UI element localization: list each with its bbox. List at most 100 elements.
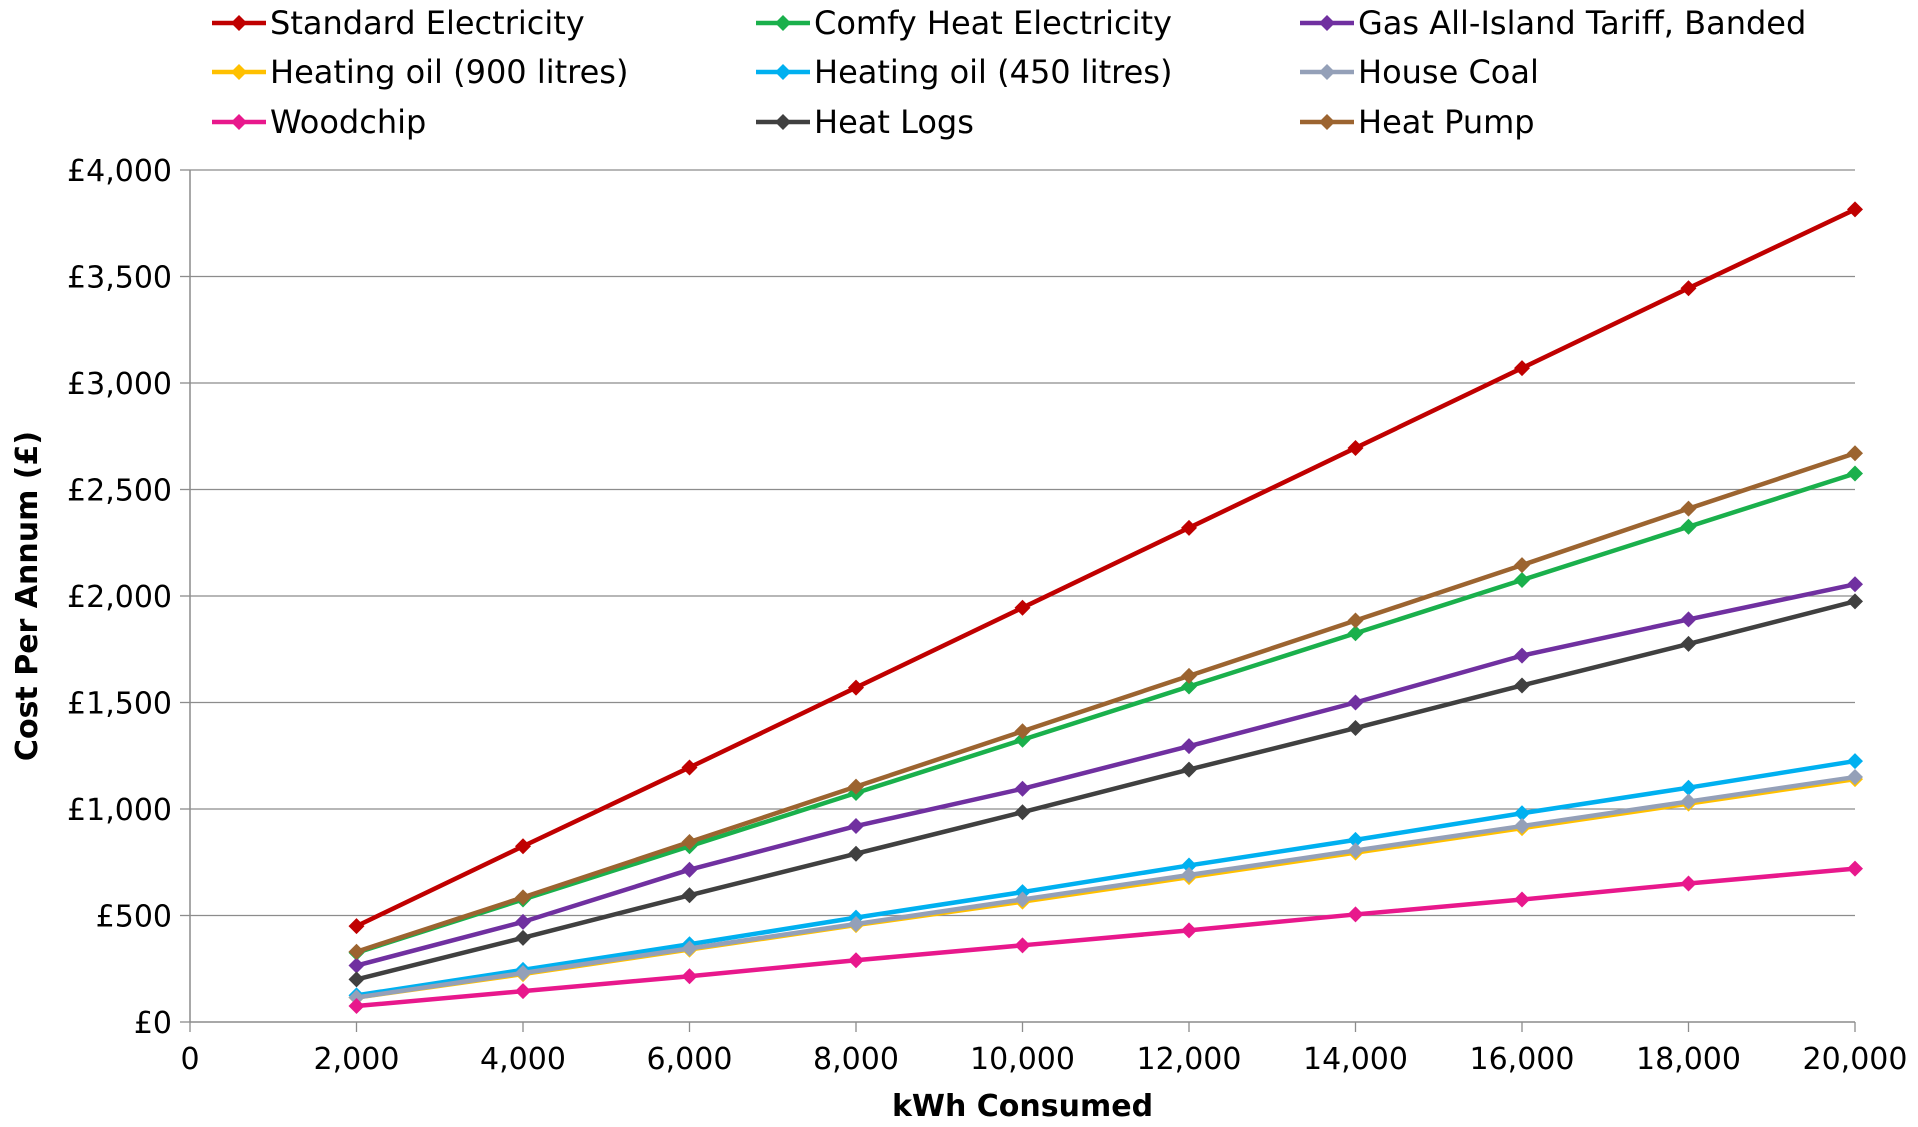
- data-point: [1014, 891, 1031, 908]
- legend-item-heating-oil-450-litres: Heating oil (450 litres): [756, 53, 1172, 91]
- y-tick-label: £1,500: [67, 687, 172, 722]
- series-heat-logs: [348, 593, 1863, 988]
- data-point: [1181, 922, 1197, 939]
- legend-label: House Coal: [1358, 53, 1539, 91]
- data-point: [1014, 937, 1031, 954]
- data-point: [1847, 769, 1863, 786]
- legend-item-house-coal: House Coal: [1300, 53, 1539, 91]
- legend-label: Heat Logs: [814, 103, 974, 141]
- data-point: [1347, 625, 1364, 642]
- x-tick-label: 12,000: [1137, 1042, 1242, 1077]
- legend-label: Heating oil (450 litres): [814, 53, 1172, 91]
- tick-labels: £0 £500 £1,000 £1,500 £2,000 £2,500 £3,000 £3,5…: [67, 154, 1907, 1077]
- data-point: [848, 845, 864, 862]
- y-tick-label: £500: [96, 900, 172, 935]
- data-point: [1181, 667, 1197, 684]
- data-point: [1347, 831, 1364, 848]
- data-point: [515, 889, 531, 906]
- y-tick-label: £0: [134, 1006, 172, 1041]
- x-tick-label: 8,000: [813, 1042, 899, 1077]
- series-heat-pump: [348, 445, 1863, 960]
- data-point: [515, 913, 531, 930]
- y-tick-label: £2,500: [67, 474, 172, 509]
- data-point: [1680, 793, 1697, 810]
- legend-swatch-marker: [231, 64, 247, 80]
- data-point: [1680, 779, 1697, 796]
- data-point: [348, 943, 365, 960]
- x-tick-label: 2,000: [314, 1042, 400, 1077]
- series-standard-electricity: [348, 201, 1863, 935]
- series-woodchip: [348, 860, 1863, 1015]
- data-point: [1014, 804, 1031, 821]
- data-point: [1181, 857, 1197, 874]
- series-line: [355, 451, 1856, 954]
- data-point: [1181, 519, 1197, 536]
- gridlines: [190, 169, 1855, 917]
- data-point: [1847, 576, 1863, 593]
- legend-swatch-marker: [1319, 114, 1335, 130]
- series-line: [355, 582, 1856, 968]
- y-tick-label: £4,000: [67, 154, 172, 189]
- data-point: [1847, 201, 1863, 218]
- legend-swatch-marker: [775, 15, 791, 31]
- data-point: [1014, 723, 1031, 740]
- data-point: [1514, 647, 1530, 664]
- data-point: [1680, 611, 1697, 628]
- series-gas-all-island-tariff-banded: [348, 576, 1863, 974]
- data-point: [1847, 753, 1863, 770]
- series-line: [356, 774, 1856, 1000]
- data-point: [1347, 694, 1364, 711]
- y-tick-label: £3,500: [67, 261, 172, 296]
- legend-label: Comfy Heat Electricity: [814, 4, 1172, 42]
- data-point: [681, 968, 698, 985]
- data-point: [1514, 891, 1530, 908]
- data-point: [348, 998, 365, 1015]
- x-tick-label: 4,000: [480, 1042, 566, 1077]
- legend-label: Woodchip: [270, 103, 426, 141]
- axes: [180, 169, 1856, 1032]
- data-point: [848, 916, 864, 933]
- data-point: [1347, 906, 1364, 923]
- data-point: [1181, 738, 1197, 755]
- legend-swatch-marker: [231, 114, 247, 130]
- x-tick-label: 6,000: [647, 1042, 733, 1077]
- data-point: [681, 940, 698, 957]
- data-point: [1514, 572, 1530, 589]
- legend-swatch-marker: [231, 15, 247, 31]
- data-point: [515, 838, 531, 855]
- data-point: [1514, 818, 1530, 835]
- data-point: [848, 818, 864, 835]
- legend-swatch-marker: [1319, 15, 1335, 31]
- y-tick-label: £2,000: [67, 580, 172, 615]
- data-point: [1847, 860, 1863, 877]
- legend: Standard Electricity Comfy Heat Electrici…: [212, 4, 1806, 141]
- data-point: [681, 834, 698, 851]
- data-point: [1680, 500, 1697, 517]
- data-point: [848, 952, 864, 969]
- data-point: [1680, 875, 1697, 892]
- data-point: [515, 983, 531, 1000]
- data-point: [1347, 842, 1364, 859]
- data-point: [1181, 678, 1197, 695]
- legend-label: Heating oil (900 litres): [270, 53, 628, 91]
- data-point: [1680, 635, 1697, 652]
- data-point: [1514, 677, 1530, 694]
- y-tick-label: £1,000: [67, 793, 172, 828]
- y-tick-label: £3,000: [67, 367, 172, 402]
- series-line: [355, 599, 1856, 982]
- data-point: [1680, 280, 1697, 297]
- data-point: [1181, 867, 1197, 884]
- series-lines: [348, 201, 1863, 1015]
- legend-label: Standard Electricity: [270, 4, 585, 42]
- series-line: [356, 866, 1856, 1009]
- y-axis-title: Cost Per Annum (£): [10, 431, 45, 761]
- series-line: [355, 471, 1856, 955]
- data-point: [1014, 731, 1031, 748]
- data-point: [1514, 557, 1530, 574]
- legend-item-heat-logs: Heat Logs: [756, 103, 974, 141]
- data-point: [1014, 780, 1031, 797]
- data-point: [348, 989, 365, 1006]
- data-point: [848, 778, 864, 795]
- data-point: [348, 918, 365, 935]
